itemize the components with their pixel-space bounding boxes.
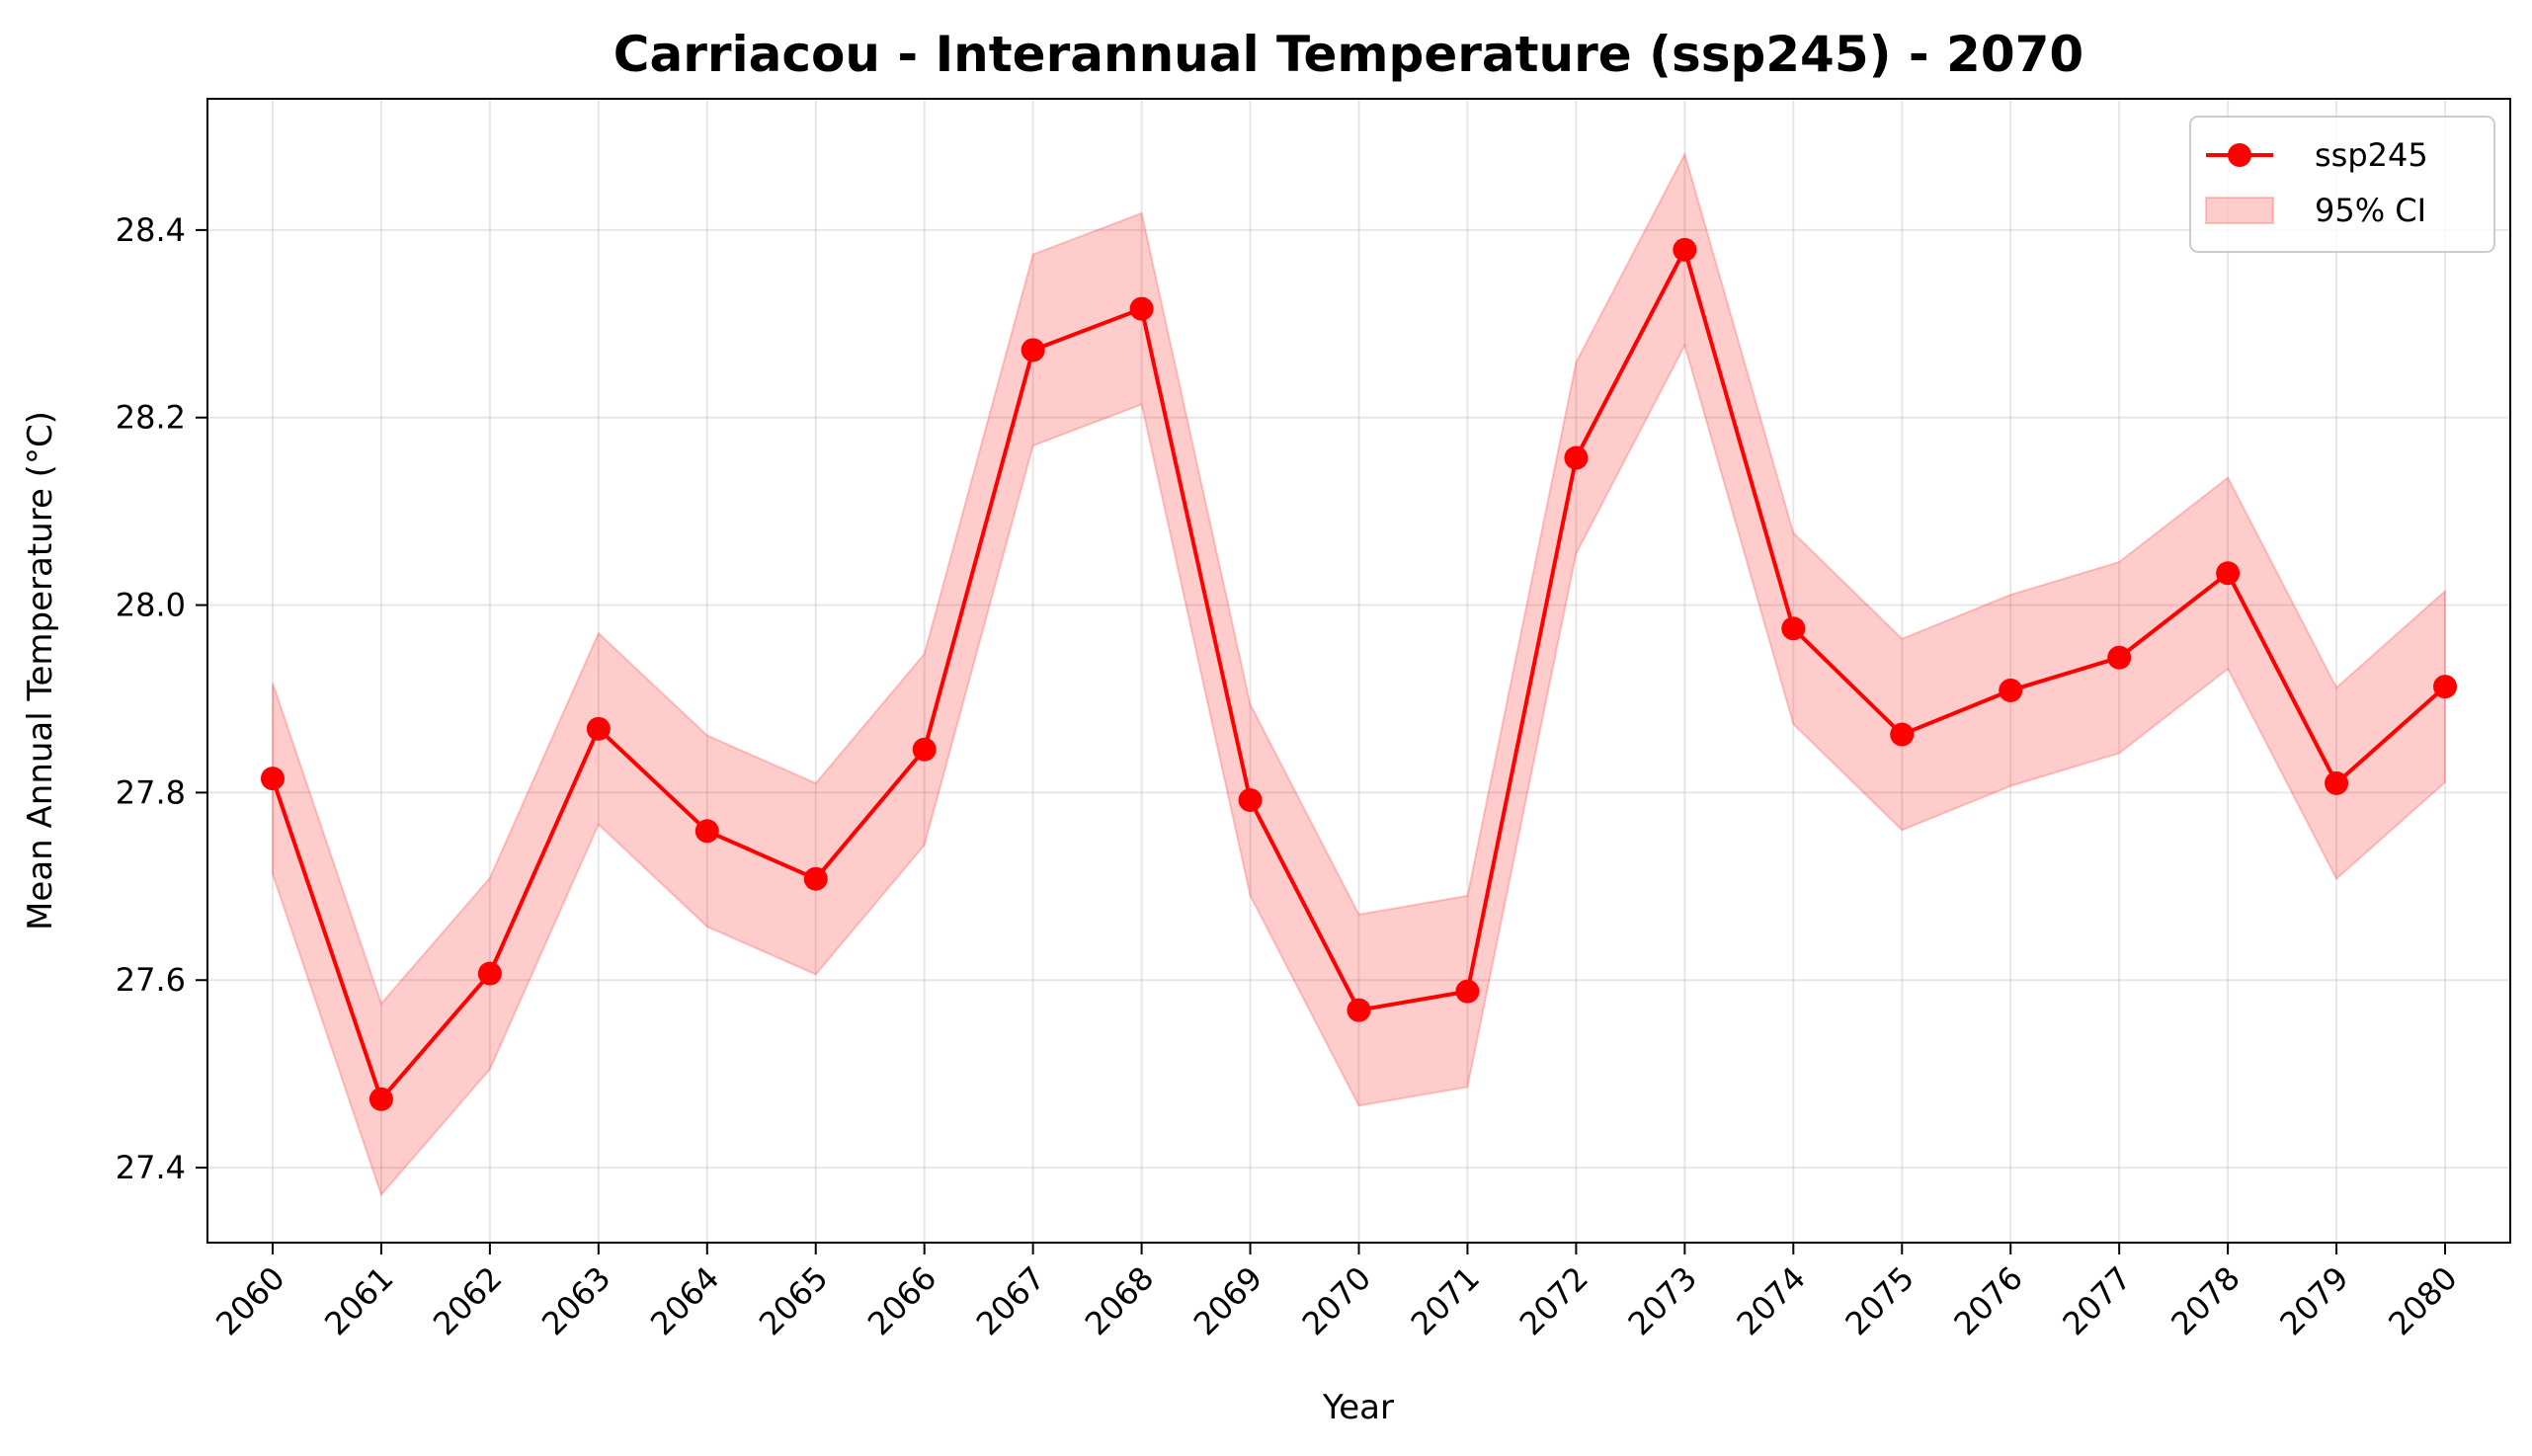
y-tick-label: 27.6 [116,961,186,999]
data-point [368,1087,393,1111]
data-point [1673,237,1697,262]
data-point [1999,678,2023,702]
y-tick-label: 28.2 [116,399,186,437]
data-point [1455,979,1480,1004]
data-point [912,737,937,762]
data-point [586,716,611,741]
ci-band-area [271,151,2447,1197]
data-point [1129,296,1154,321]
data-point [260,767,285,791]
data-point [1890,722,1915,747]
legend: ssp245 95% CI [2189,116,2495,253]
legend-label-series: ssp245 [2315,136,2428,174]
data-point [2216,561,2241,586]
data-point [1238,787,1263,812]
data-point [2325,770,2349,795]
y-axis-label: Mean Annual Temperature (°C) [21,411,60,930]
data-point [1347,998,1371,1022]
chart-title: Carriacou - Interannual Temperature (ssp… [613,26,2083,83]
data-point [1021,338,1045,363]
y-tick-label: 27.4 [116,1149,186,1186]
data-point [694,819,719,844]
confidence-band [271,151,2447,1197]
data-point [1781,616,1806,641]
legend-band-swatch [2205,197,2274,224]
series-markers [260,237,2458,1111]
y-tick-label: 28.0 [116,587,186,624]
data-point [2107,645,2132,670]
data-point [803,866,828,891]
grid-lines [207,99,2510,1243]
data-point [477,961,502,986]
legend-marker-swatch [2228,143,2251,167]
y-axis-ticks: 27.4 27.6 27.8 28.0 28.2 28.4 [116,211,207,1186]
y-tick-label: 27.8 [116,773,186,811]
legend-label-band: 95% CI [2315,192,2426,229]
y-tick-label: 28.4 [116,211,186,249]
legend-box [2189,116,2495,253]
data-point [2433,675,2458,699]
x-axis-label: Year [1322,1388,1394,1427]
data-point [1564,445,1589,470]
